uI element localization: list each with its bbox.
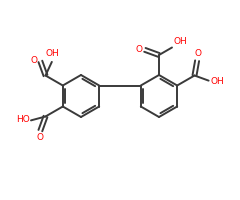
Text: OH: OH	[45, 49, 59, 58]
Text: HO: HO	[16, 115, 30, 124]
Text: OH: OH	[173, 37, 187, 46]
Text: OH: OH	[210, 77, 224, 86]
Text: O: O	[136, 45, 143, 54]
Text: O: O	[195, 49, 202, 58]
Text: O: O	[30, 56, 37, 65]
Text: O: O	[36, 133, 43, 142]
